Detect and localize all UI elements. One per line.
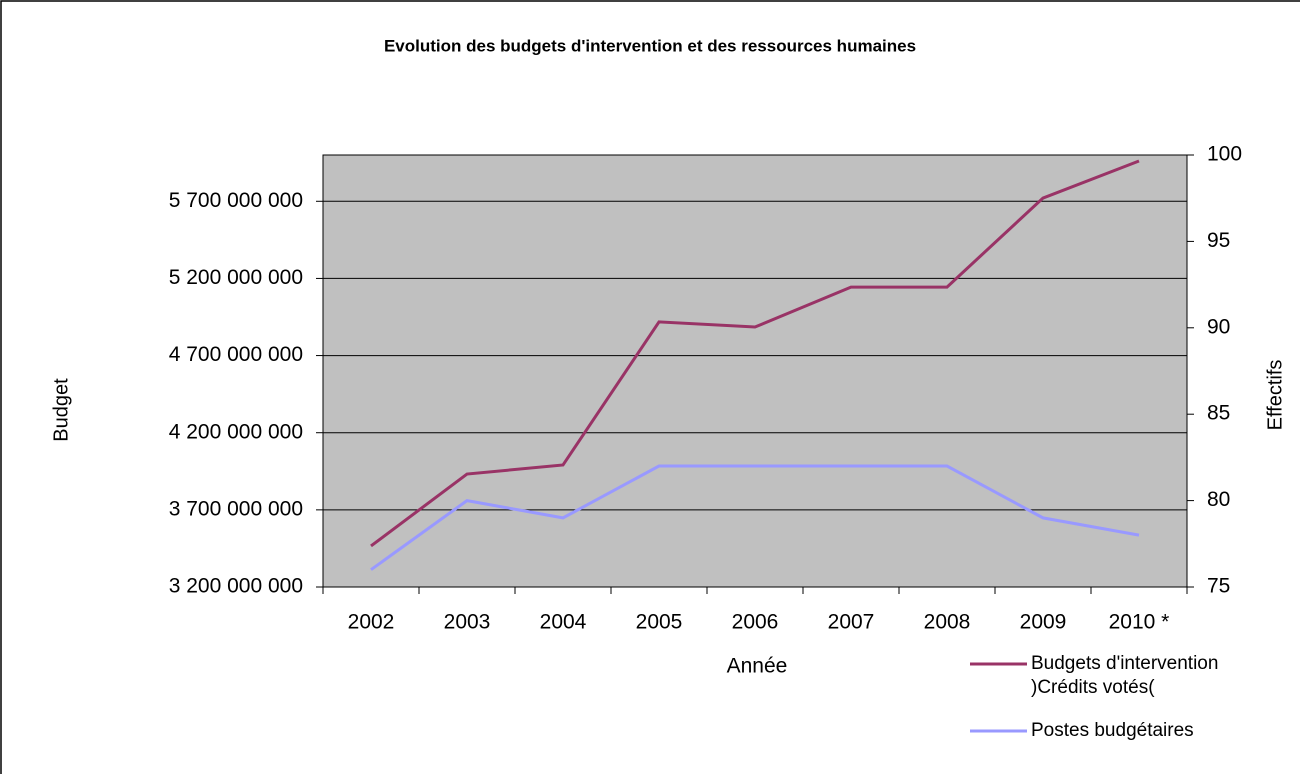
y-tick-label: 5 700 000 000	[169, 189, 303, 212]
y2-tick-label: 90	[1207, 315, 1230, 338]
x-tick-label: 2010 *	[1109, 611, 1170, 634]
y2-tick-label: 100	[1207, 143, 1242, 166]
plot-area	[323, 155, 1187, 587]
legend-label: Postes budgétaires	[1031, 720, 1194, 741]
x-tick-label: 2007	[828, 611, 875, 634]
y-tick-label: 4 700 000 000	[169, 343, 303, 366]
plot-border	[322, 154, 1188, 588]
x-tick-label: 2002	[348, 611, 395, 634]
series-line	[370, 159, 1140, 548]
x-tick-label: 2006	[732, 611, 779, 634]
y2-tick-label: 95	[1207, 229, 1230, 252]
y2-tick-label: 75	[1207, 575, 1230, 598]
x-tick-label: 2005	[636, 611, 683, 634]
y-tick-label: 4 200 000 000	[169, 420, 303, 443]
y-tick-label: 5 200 000 000	[169, 266, 303, 289]
y-axis-title: Budget	[50, 378, 72, 442]
x-axis-title: Année	[727, 655, 788, 678]
x-tick-label: 2003	[444, 611, 491, 634]
legend-label: Budgets d'intervention )Crédits votés(	[1031, 653, 1219, 698]
y2-axis-title: Effectifs	[1264, 360, 1286, 431]
y-tick-label: 3 200 000 000	[169, 575, 303, 598]
x-tick-label: 2004	[540, 611, 587, 634]
y2-tick-label: 80	[1207, 488, 1230, 511]
series-line	[370, 464, 1140, 571]
chart-title: Evolution des budgets d'intervention et …	[384, 36, 916, 55]
x-tick-label: 2008	[924, 611, 971, 634]
x-tick-label: 2009	[1020, 611, 1067, 634]
y2-tick-label: 85	[1207, 402, 1230, 425]
y-tick-label: 3 700 000 000	[169, 497, 303, 520]
